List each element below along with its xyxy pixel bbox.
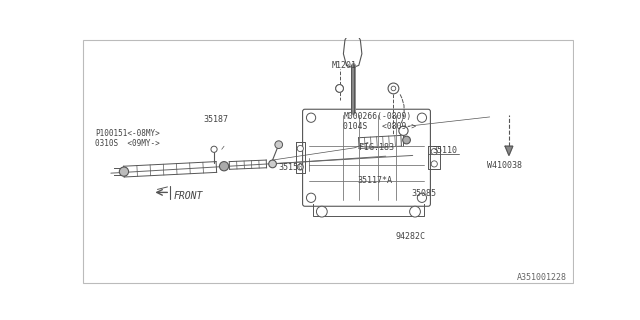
- Text: A351001228: A351001228: [516, 273, 566, 282]
- Text: 35150: 35150: [278, 163, 303, 172]
- Circle shape: [431, 148, 437, 155]
- Circle shape: [297, 145, 303, 152]
- Circle shape: [336, 84, 344, 92]
- Circle shape: [275, 141, 283, 148]
- Circle shape: [417, 113, 427, 122]
- Circle shape: [316, 206, 327, 217]
- Circle shape: [269, 160, 276, 168]
- FancyBboxPatch shape: [303, 109, 431, 206]
- Text: 35117*A: 35117*A: [357, 176, 392, 185]
- Polygon shape: [505, 146, 513, 156]
- Circle shape: [297, 164, 303, 170]
- Text: 35110: 35110: [432, 146, 457, 155]
- Text: 35085: 35085: [411, 189, 436, 198]
- Text: M1201: M1201: [332, 61, 357, 70]
- Circle shape: [307, 193, 316, 203]
- Circle shape: [431, 161, 437, 167]
- Circle shape: [307, 113, 316, 122]
- Circle shape: [211, 146, 217, 152]
- Text: 0104S   <0809->: 0104S <0809->: [344, 122, 417, 131]
- Text: 0310S  <09MY->: 0310S <09MY->: [95, 139, 160, 148]
- Circle shape: [336, 84, 344, 92]
- Circle shape: [119, 167, 129, 176]
- Circle shape: [391, 86, 396, 91]
- Text: FRONT: FRONT: [174, 191, 204, 201]
- Text: M000266(-0809): M000266(-0809): [344, 112, 412, 121]
- Text: 35187: 35187: [204, 115, 228, 124]
- Circle shape: [220, 162, 228, 171]
- Text: 94282C: 94282C: [396, 232, 426, 241]
- Circle shape: [403, 136, 410, 144]
- Text: W410038: W410038: [486, 161, 522, 170]
- Text: P100151<-08MY>: P100151<-08MY>: [95, 129, 160, 138]
- Circle shape: [399, 126, 408, 135]
- Circle shape: [388, 83, 399, 94]
- Circle shape: [417, 193, 427, 203]
- Text: FIG.183: FIG.183: [359, 143, 394, 152]
- Circle shape: [410, 206, 420, 217]
